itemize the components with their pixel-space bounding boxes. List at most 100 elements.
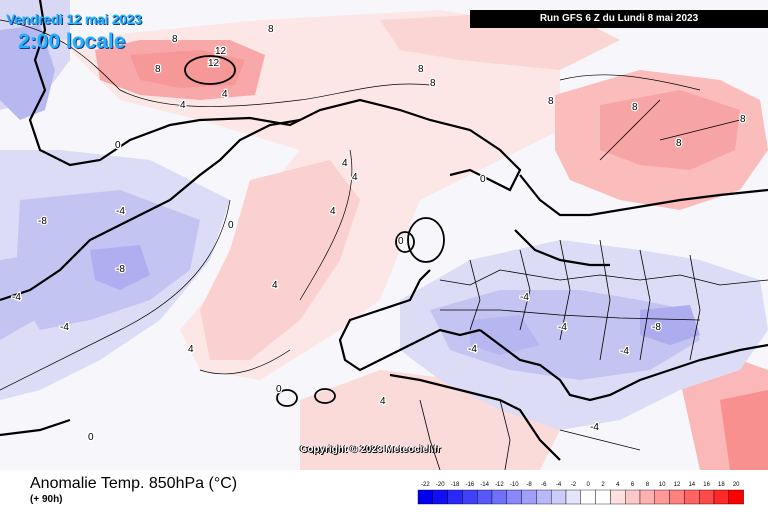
- color-scale-legend: -22 -20 -18 -16 -14 -12 -10 -8 -6 -4 -2 0 2 4 6 8 10 12 14…: [417, 482, 744, 505]
- map-value-label: 8: [430, 78, 436, 89]
- legend-color-swatch: [477, 489, 493, 505]
- forecast-local-time: 2:00 locale: [18, 30, 126, 53]
- legend-color-swatch: [580, 489, 596, 505]
- cold-anomaly-area-atlantic: [0, 255, 35, 340]
- map-value-label: -4: [468, 344, 477, 355]
- map-value-label: -8: [116, 264, 125, 275]
- legend-tick-label: -18: [451, 482, 460, 488]
- map-value-label: -4: [116, 206, 125, 217]
- map-value-label: 8: [548, 96, 554, 107]
- legend-tick-label: -10: [510, 482, 519, 488]
- legend-color-swatch: [713, 489, 730, 505]
- legend-tick-label: 18: [718, 482, 725, 488]
- map-value-label: 4: [272, 280, 278, 291]
- legend-color-swatch: [506, 489, 522, 505]
- map-value-label: 8: [268, 24, 274, 35]
- map-value-label: 0: [88, 432, 94, 443]
- legend-tick-label: -14: [480, 482, 489, 488]
- map-value-label: 4: [330, 206, 336, 217]
- model-run-banner: Run GFS 6 Z du Lundi 8 mai 2023: [470, 10, 768, 28]
- legend-tick-label: -12: [495, 482, 504, 488]
- legend-color-swatch: [654, 489, 670, 505]
- legend-tick-label: -4: [556, 482, 562, 488]
- legend-color-swatch: [550, 489, 567, 505]
- warm-anomaly-area-scandinavia: [600, 90, 740, 170]
- legend-color-swatch: [728, 489, 744, 505]
- temperature-anomaly-map: 12 12 8 8 8 8 8 8 8 4 4 4 4 4 4 4 0 0 0 …: [0, 0, 768, 470]
- map-value-label: -8: [38, 216, 47, 227]
- forecast-date: Vendredi 12 mai 2023: [6, 11, 142, 27]
- legend-tick-label: -16: [465, 482, 474, 488]
- copyright-notice: Copyright © 2023 Meteociel.fr: [300, 444, 441, 455]
- legend-color-swatch: [699, 489, 715, 505]
- map-value-label: -4: [590, 422, 599, 433]
- legend-tick-label: 12: [674, 482, 681, 488]
- warm-anomaly-area-iceland: [130, 50, 245, 88]
- map-value-label: 0: [228, 220, 234, 231]
- legend-tick-label: 10: [659, 482, 666, 488]
- map-value-label: 4: [342, 158, 348, 169]
- map-value-label: 0: [115, 140, 121, 151]
- legend-color-swatch: [491, 489, 508, 505]
- map-value-label: 4: [180, 100, 186, 111]
- legend-color-swatch: [462, 489, 478, 505]
- warm-anomaly-area-mid-atlantic: [200, 160, 360, 360]
- legend-color-swatch: [595, 489, 611, 505]
- cold-anomaly-area-europe: [640, 305, 700, 345]
- legend-color-swatch: [610, 489, 626, 505]
- contour-value-labels: 12 12 8 8 8 8 8 8 8 4 4 4 4 4 4 4 0 0 0 …: [11, 23, 748, 445]
- legend-tick-label: 14: [688, 482, 695, 488]
- map-value-label: -4: [60, 322, 69, 333]
- legend-color-swatch: [417, 489, 434, 505]
- map-value-label: -8: [652, 322, 661, 333]
- map-value-label: -4: [520, 292, 529, 303]
- map-value-label: 12: [208, 58, 220, 69]
- legend-color-swatch: [669, 489, 685, 505]
- legend-tick-label: 4: [616, 482, 620, 488]
- legend-color-swatch: [447, 489, 463, 505]
- legend-tick-label: -6: [541, 482, 547, 488]
- map-value-label: 4: [188, 344, 194, 355]
- map-value-label: 4: [352, 172, 358, 183]
- map-value-label: 8: [155, 64, 161, 75]
- map-value-label: -4: [558, 322, 567, 333]
- map-value-label: 8: [172, 34, 178, 45]
- legend-color-swatch: [639, 489, 656, 505]
- map-value-label: 0: [398, 236, 404, 247]
- legend-tick-label: 0: [587, 482, 591, 488]
- legend-tick-label: 2: [601, 482, 605, 488]
- map-value-label: 12: [215, 46, 227, 57]
- legend-tick-label: 8: [646, 482, 650, 488]
- legend-color-swatch: [521, 489, 537, 505]
- legend-tick-label: 20: [733, 482, 740, 488]
- variable-title: Anomalie Temp. 850hPa (°C): [30, 475, 238, 492]
- map-value-label: 4: [380, 396, 386, 407]
- legend-color-swatch: [432, 489, 448, 505]
- legend-tick-label: 6: [631, 482, 635, 488]
- map-value-label: 0: [276, 384, 282, 395]
- legend-tick-label: 16: [703, 482, 710, 488]
- map-value-label: -4: [12, 292, 21, 303]
- country-borders: [419, 99, 768, 470]
- map-value-label: 8: [740, 114, 746, 125]
- lead-time-label: (+ 90h): [30, 494, 63, 505]
- legend-tick-label: -2: [571, 482, 577, 488]
- cold-anomaly-area-atlantic: [90, 245, 150, 290]
- legend-tick-label: -8: [526, 482, 532, 488]
- legend-color-swatch: [565, 489, 582, 505]
- isotherm-contours: [0, 19, 701, 391]
- cold-anomaly-area-europe: [430, 290, 700, 380]
- legend-color-swatch: [684, 489, 700, 505]
- islands: [184, 55, 445, 407]
- map-value-label: 8: [632, 102, 638, 113]
- map-value-label: -4: [620, 346, 629, 357]
- legend-color-swatch: [624, 489, 641, 505]
- map-value-label: 8: [676, 138, 682, 149]
- warm-anomaly-area-east: [720, 390, 768, 470]
- legend-tick-label: -20: [436, 482, 445, 488]
- legend-color-swatch: [536, 489, 552, 505]
- map-value-label: 8: [418, 64, 424, 75]
- legend-tick-label: -22: [421, 482, 430, 488]
- map-value-label: 0: [480, 174, 486, 185]
- cold-anomaly-area-europe: [470, 315, 540, 355]
